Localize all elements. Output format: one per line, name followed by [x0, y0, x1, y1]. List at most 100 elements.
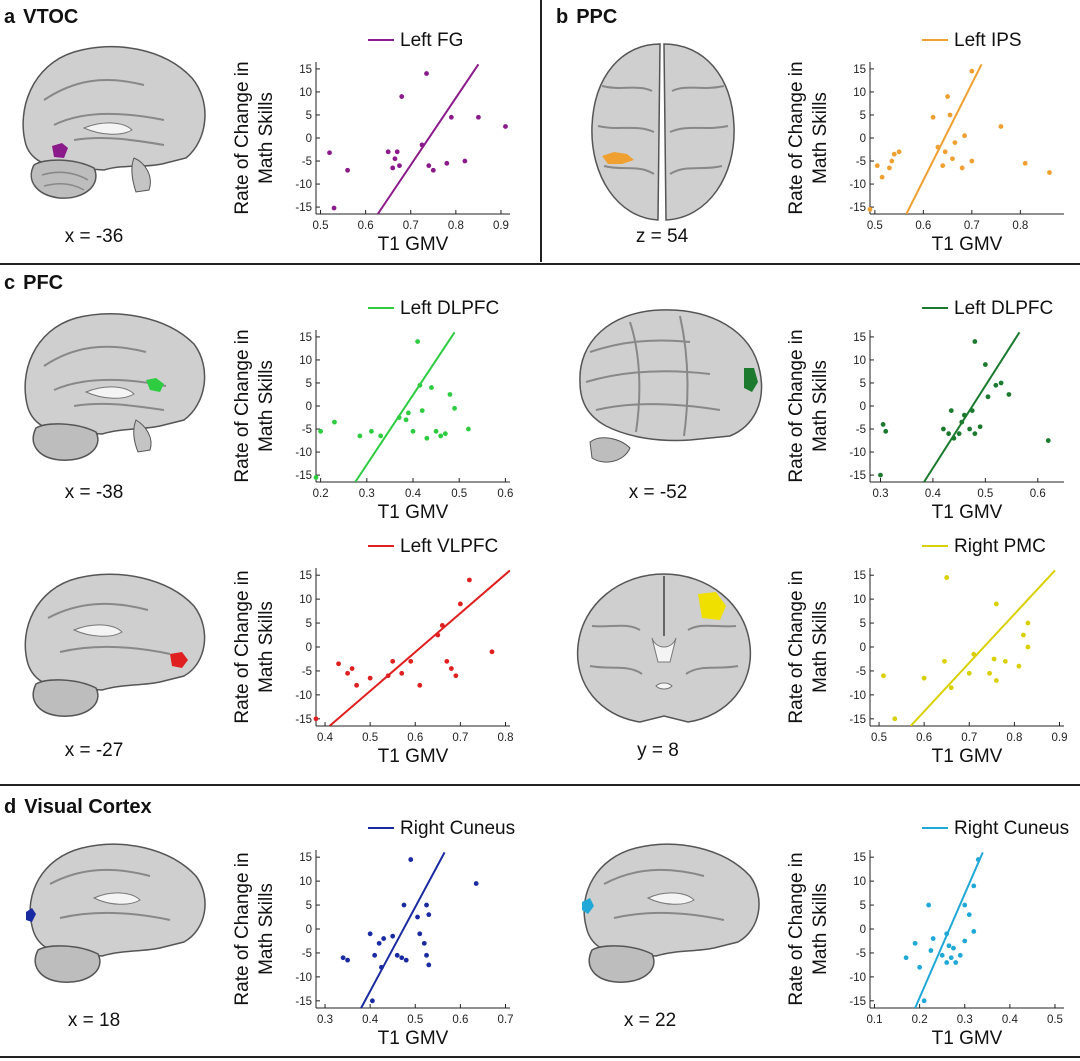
- data-point: [457, 601, 463, 607]
- x-tick-label: 0.4: [405, 488, 422, 500]
- data-point: [969, 68, 975, 74]
- y-tick-label: 5: [860, 110, 866, 122]
- data-point: [430, 167, 436, 173]
- data-point: [1045, 438, 1051, 443]
- x-tick-label: 0.6: [916, 732, 932, 744]
- data-point: [378, 433, 384, 439]
- coord-label-c4: y = 8: [637, 740, 679, 761]
- legend-label: Left FG: [400, 30, 463, 51]
- x-axis-label: T1 GMV: [932, 1028, 1003, 1049]
- regression-line: [914, 851, 984, 1008]
- y-tick-label: 5: [306, 110, 312, 122]
- data-point: [410, 428, 416, 434]
- data-point: [369, 428, 374, 434]
- y-tick-label: 10: [853, 594, 866, 606]
- brain-image-lateral: [579, 309, 763, 463]
- data-point: [946, 431, 952, 437]
- data-point: [879, 174, 885, 180]
- x-tick-label: 0.2: [313, 488, 329, 500]
- data-point: [959, 419, 965, 425]
- y-tick-label: 10: [853, 355, 866, 367]
- data-point: [971, 651, 977, 657]
- legend-label: Right PMC: [954, 536, 1046, 557]
- y-tick-label: -10: [849, 690, 866, 702]
- y-tick-label: 0: [306, 924, 312, 936]
- data-point: [345, 167, 350, 173]
- x-tick-label: 0.8: [1012, 220, 1028, 232]
- x-tick-label: 0.5: [313, 220, 329, 232]
- data-point: [881, 673, 886, 679]
- data-point: [331, 205, 337, 211]
- data-point: [951, 435, 957, 441]
- data-point: [953, 960, 959, 965]
- regression-line: [909, 569, 1056, 726]
- data-point: [392, 156, 398, 162]
- y-tick-label: -5: [302, 424, 312, 436]
- data-point: [435, 632, 441, 638]
- data-point: [452, 405, 457, 411]
- data-point: [424, 71, 429, 76]
- data-point: [944, 575, 950, 580]
- y-axis-label: Rate of Change in: [232, 61, 253, 214]
- y-tick-label: 10: [299, 87, 312, 99]
- y-tick-label: -10: [295, 690, 312, 702]
- x-axis-label: T1 GMV: [378, 1028, 449, 1049]
- x-tick-label: 0.9: [493, 220, 509, 232]
- section-a-label: a VTOC: [4, 6, 79, 28]
- y-tick-label: 15: [853, 852, 866, 864]
- data-point: [354, 682, 360, 688]
- section-b-label: b PPC: [556, 6, 618, 28]
- y-axis-label: Rate of Change in: [232, 852, 253, 1005]
- y-tick-label: -10: [295, 179, 312, 191]
- data-point: [417, 931, 423, 937]
- y-tick-label: 10: [299, 876, 312, 888]
- section-d-label: d Visual Cortex: [4, 796, 152, 818]
- x-tick-label: 0.6: [1030, 488, 1046, 500]
- x-axis-label: T1 GMV: [932, 234, 1003, 255]
- data-point: [961, 412, 967, 418]
- data-point: [969, 408, 975, 414]
- x-tick-label: 0.7: [961, 732, 977, 744]
- scatter-plot-left-vlpfc: -15 -10 -5 0 5 10 15 0.4 0.5 0.6 0.7 0.8 T1 GMV Rate …: [232, 536, 513, 767]
- y-axis-label: Rate of Change in: [786, 61, 807, 214]
- x-tick-label: 0.5: [362, 732, 378, 744]
- data-point: [944, 931, 950, 937]
- data-point: [867, 206, 873, 212]
- brain-image-sagittal: [22, 45, 206, 199]
- x-tick-label: 0.5: [871, 732, 887, 744]
- x-tick-label: 0.4: [317, 732, 334, 744]
- data-point: [313, 474, 319, 480]
- scatter-plot-right-pmc: -15 -10 -5 0 5 10 15 0.5 0.6 0.7 0.8 0.9 T1 GMV Rate …: [786, 536, 1067, 767]
- divider-vertical-ab: [540, 0, 542, 262]
- data-point: [945, 94, 950, 99]
- y-tick-label: 0: [306, 401, 312, 413]
- x-axis-label: T1 GMV: [932, 502, 1003, 523]
- data-point: [426, 962, 432, 968]
- legend-label: Left DLPFC: [954, 298, 1053, 319]
- data-point: [419, 408, 425, 414]
- data-point: [345, 957, 350, 963]
- data-point: [896, 149, 902, 155]
- legend-label: Right Cuneus: [954, 818, 1069, 839]
- y-axis-label: Rate of Change in: [786, 570, 807, 723]
- y-axis-label-line2: Math Skills: [256, 601, 277, 693]
- data-point: [1025, 620, 1031, 626]
- y-tick-label: 15: [299, 64, 312, 76]
- data-point: [447, 392, 453, 397]
- data-point: [975, 857, 981, 862]
- x-tick-label: 0.4: [925, 488, 942, 500]
- data-point: [874, 163, 880, 169]
- data-point: [1025, 644, 1031, 650]
- data-point: [390, 658, 396, 664]
- data-point: [462, 158, 468, 164]
- data-point: [473, 881, 479, 886]
- data-point: [408, 857, 414, 862]
- x-tick-label: 0.6: [497, 488, 513, 500]
- y-tick-label: -15: [849, 202, 866, 214]
- data-point: [385, 673, 391, 679]
- x-tick-label: 0.5: [867, 220, 883, 232]
- data-point: [969, 158, 975, 164]
- data-point: [878, 472, 883, 478]
- x-tick-label: 0.6: [915, 220, 931, 232]
- data-point: [991, 656, 997, 662]
